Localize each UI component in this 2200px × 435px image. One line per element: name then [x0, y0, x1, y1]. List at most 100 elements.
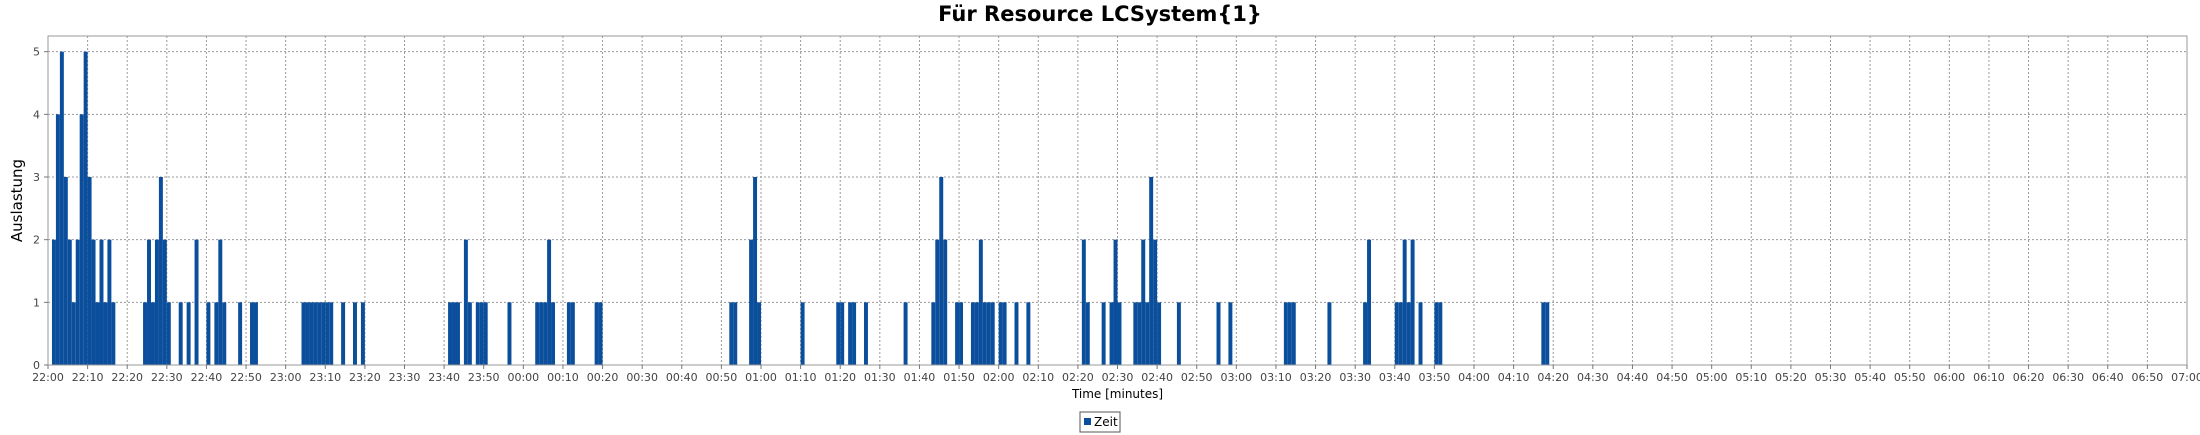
- bar: [1363, 302, 1368, 365]
- bar: [1367, 239, 1372, 365]
- bar: [71, 302, 76, 365]
- x-tick-label: 06:20: [2013, 371, 2045, 384]
- bar: [753, 177, 758, 365]
- bar: [1101, 302, 1106, 365]
- bar: [1216, 302, 1221, 365]
- x-tick-label: 06:30: [2052, 371, 2084, 384]
- x-tick-label: 04:10: [1498, 371, 1530, 384]
- x-tick-label: 06:10: [1973, 371, 2005, 384]
- y-tick-label: 1: [33, 296, 40, 309]
- x-tick-label: 01:50: [943, 371, 975, 384]
- x-tick-label: 23:50: [468, 371, 500, 384]
- legend: Zeit: [1079, 411, 1121, 433]
- bar: [959, 302, 964, 365]
- bar: [455, 302, 460, 365]
- bar: [353, 302, 357, 365]
- x-tick-label: 05:20: [1775, 371, 1807, 384]
- bar: [475, 302, 480, 365]
- x-tick-label: 00:50: [706, 371, 738, 384]
- bar: [1153, 239, 1158, 365]
- bar: [162, 239, 167, 365]
- x-tick-label: 02:40: [1141, 371, 1173, 384]
- bar: [158, 177, 163, 365]
- bar: [150, 302, 155, 365]
- y-axis-label: Auslastung: [8, 159, 26, 242]
- bar: [1287, 302, 1292, 365]
- bar: [863, 302, 868, 365]
- x-tick-label: 01:30: [864, 371, 896, 384]
- bar: [1394, 302, 1399, 365]
- bar: [186, 302, 191, 365]
- bar: [1117, 302, 1122, 365]
- bar: [986, 302, 991, 365]
- x-tick-label: 03:20: [1300, 371, 1332, 384]
- x-tick-label: 23:30: [389, 371, 421, 384]
- x-tick-label: 04:30: [1577, 371, 1609, 384]
- bar: [463, 239, 468, 365]
- bar: [1283, 302, 1288, 365]
- x-tick-label: 01:00: [745, 371, 777, 384]
- bar: [800, 302, 805, 365]
- bar: [547, 239, 552, 365]
- legend-swatch-zeit: [1084, 418, 1091, 425]
- bar: [67, 239, 72, 365]
- bar: [1113, 239, 1118, 365]
- x-tick-label: 23:10: [309, 371, 341, 384]
- x-tick-label: 06:50: [2132, 371, 2164, 384]
- bar: [143, 302, 148, 365]
- bar: [325, 302, 330, 365]
- bar: [566, 302, 571, 365]
- bar: [1398, 302, 1403, 365]
- bar: [903, 302, 908, 365]
- bar: [551, 302, 556, 365]
- bar: [1109, 302, 1114, 365]
- bar: [1141, 239, 1146, 365]
- x-tick-label: 22:30: [151, 371, 183, 384]
- x-tick-label: 23:20: [349, 371, 381, 384]
- bar: [749, 239, 754, 365]
- bar: [935, 239, 940, 365]
- bar: [598, 302, 603, 365]
- bar: [1145, 302, 1150, 365]
- x-tick-label: 22:50: [230, 371, 262, 384]
- bar: [63, 177, 68, 365]
- bar: [250, 302, 254, 365]
- bar: [848, 302, 853, 365]
- bar: [1541, 302, 1546, 365]
- bar: [539, 302, 544, 365]
- x-tick-label: 02:50: [1181, 371, 1213, 384]
- x-tick-label: 02:30: [1102, 371, 1134, 384]
- bar: [974, 302, 979, 365]
- bar: [1438, 302, 1443, 365]
- bar: [840, 302, 845, 365]
- bar: [1406, 302, 1411, 365]
- bar: [166, 302, 171, 365]
- bar: [111, 302, 116, 365]
- x-tick-label: 05:50: [1894, 371, 1926, 384]
- x-tick-label: 22:00: [32, 371, 64, 384]
- x-tick-label: 01:40: [904, 371, 936, 384]
- x-tick-label: 00:10: [547, 371, 579, 384]
- bar: [479, 302, 484, 365]
- x-tick-label: 05:30: [1815, 371, 1847, 384]
- bar: [1157, 302, 1162, 365]
- bar: [535, 302, 540, 365]
- bar: [1085, 302, 1090, 365]
- bar: [99, 239, 104, 365]
- bar: [51, 239, 56, 365]
- legend-box: [1079, 411, 1121, 433]
- chart-title: Für Resource LCSystem{1}: [938, 2, 1262, 26]
- bar: [970, 302, 975, 365]
- x-tick-label: 02:10: [1022, 371, 1054, 384]
- x-axis-label: Time [minutes]: [1071, 387, 1163, 401]
- bar: [990, 302, 995, 365]
- x-tick-label: 00:30: [626, 371, 658, 384]
- bar: [321, 302, 326, 365]
- x-tick-label: 07:00: [2171, 371, 2200, 384]
- y-tick-label: 3: [33, 171, 40, 184]
- x-tick-label: 05:40: [1854, 371, 1886, 384]
- bar: [594, 302, 599, 365]
- bar: [222, 302, 227, 365]
- x-tick-label: 05:10: [1735, 371, 1767, 384]
- bar: [1176, 302, 1181, 365]
